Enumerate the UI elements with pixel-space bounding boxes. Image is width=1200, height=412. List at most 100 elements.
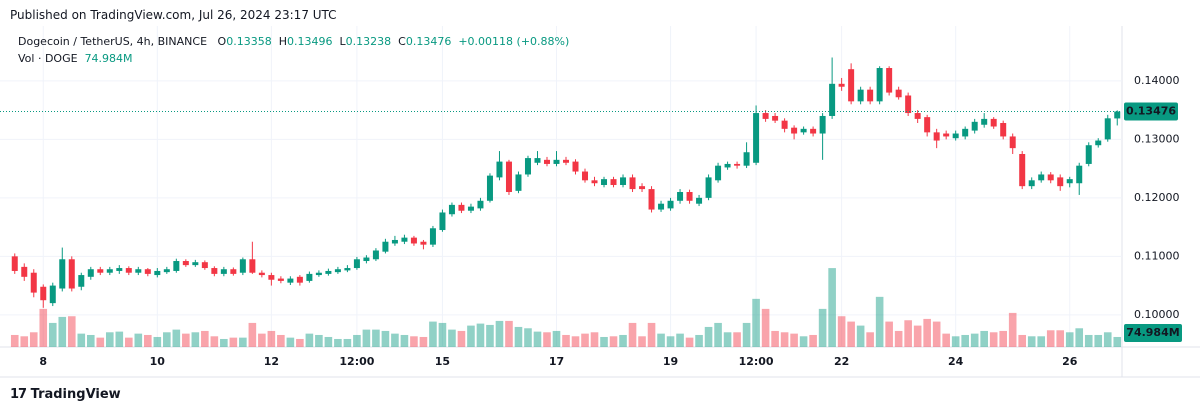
volume-bar — [220, 338, 228, 347]
candle-body — [410, 237, 417, 244]
candle-body — [829, 83, 836, 116]
volume-bar — [134, 333, 143, 347]
candle-body — [734, 163, 741, 166]
candle-body — [895, 89, 902, 98]
volume-bar — [571, 336, 580, 347]
candle-body — [1066, 179, 1073, 184]
candle-body — [296, 276, 303, 283]
candle-body — [382, 241, 389, 252]
volume-bar — [277, 334, 285, 347]
candle-body — [325, 270, 332, 274]
candle-body — [591, 180, 598, 184]
volume-bar — [476, 323, 485, 347]
candle-body — [686, 192, 693, 201]
candle-body — [715, 165, 722, 181]
candle-body — [68, 259, 75, 289]
volume-bar — [609, 336, 618, 347]
x-tick-label: 12:00 — [739, 355, 774, 368]
candle-body — [1038, 174, 1045, 181]
volume-bar — [856, 325, 865, 347]
candle-body — [496, 161, 503, 178]
candle-body — [344, 268, 351, 271]
volume-bar — [742, 322, 751, 347]
volume-bar — [761, 308, 770, 347]
x-tick-label: 24 — [948, 355, 964, 368]
candle-body — [943, 133, 950, 137]
volume-bar — [752, 298, 760, 347]
ohlc-letter: L — [339, 35, 346, 48]
volume-bar — [1027, 336, 1036, 347]
volume-bar — [67, 316, 76, 347]
candle-body — [353, 259, 360, 269]
volume-bar — [172, 329, 181, 347]
candle-body — [990, 118, 997, 127]
candle-body — [639, 186, 646, 190]
volume-title: Vol · DOGE — [18, 52, 78, 65]
candle-body — [753, 113, 760, 163]
candle-body — [933, 132, 940, 141]
volume-bar — [923, 318, 931, 347]
candle-body — [1047, 174, 1054, 181]
volume-bar — [771, 330, 779, 347]
volume-legend: Vol · DOGE 74.984M — [18, 52, 133, 65]
volume-bar — [666, 336, 675, 347]
candle-body — [772, 115, 779, 121]
candle-body — [334, 269, 341, 273]
candle-body — [1019, 153, 1026, 187]
candle-body — [97, 269, 104, 273]
candle-body — [810, 128, 817, 134]
candle-body — [287, 278, 294, 283]
candle-body — [924, 117, 931, 133]
high-value: 0.13496 — [287, 35, 333, 48]
volume-bar — [951, 336, 960, 347]
x-tick-label: 19 — [663, 355, 678, 368]
y-tick-label: 0.13000 — [1134, 132, 1180, 145]
volume-bar — [600, 336, 608, 347]
volume-bar — [961, 334, 969, 347]
candle-body — [439, 212, 446, 231]
volume-bar — [334, 338, 342, 347]
volume-bar — [714, 322, 722, 347]
volume-bar — [1094, 334, 1103, 347]
x-tick-label: 10 — [150, 355, 166, 368]
candle-body — [848, 69, 855, 102]
candle-body — [249, 259, 256, 273]
candle-body — [1104, 118, 1111, 140]
volume-bar — [942, 333, 950, 347]
candle-body — [21, 266, 28, 277]
candle-body — [201, 262, 208, 269]
candle-body — [867, 89, 874, 102]
volume-bar — [239, 337, 247, 347]
candle-body — [971, 121, 978, 131]
volume-bar — [970, 333, 979, 347]
volume-bar — [590, 332, 599, 347]
volume-bar — [685, 337, 694, 347]
volume-bar — [799, 336, 808, 347]
volume-bar — [267, 330, 276, 347]
volume-bar — [628, 322, 637, 347]
candle-body — [572, 161, 579, 172]
volume-bar — [58, 316, 67, 347]
candle-body — [372, 250, 379, 260]
volume-bar — [932, 321, 941, 347]
volume-bar — [704, 326, 713, 347]
volume-bar — [638, 336, 646, 347]
volume-bar — [115, 331, 124, 347]
volume-bar — [581, 333, 589, 347]
ohlc-letter: O — [217, 35, 227, 48]
candle-body — [1095, 140, 1102, 146]
candle-body — [277, 278, 284, 281]
x-tick-label: 12:00 — [339, 355, 374, 368]
volume-bar — [723, 332, 732, 347]
volume-bar — [1103, 332, 1112, 347]
candle-body — [952, 133, 959, 139]
candle-body — [315, 272, 322, 276]
volume-bar — [904, 320, 912, 347]
volume-bar — [552, 330, 561, 347]
candle-body — [11, 256, 18, 271]
volume-bar — [780, 332, 789, 347]
candle-body — [363, 257, 370, 262]
candles — [10, 57, 1122, 347]
published-note: Published on TradingView.com, Jul 26, 20… — [10, 8, 337, 22]
